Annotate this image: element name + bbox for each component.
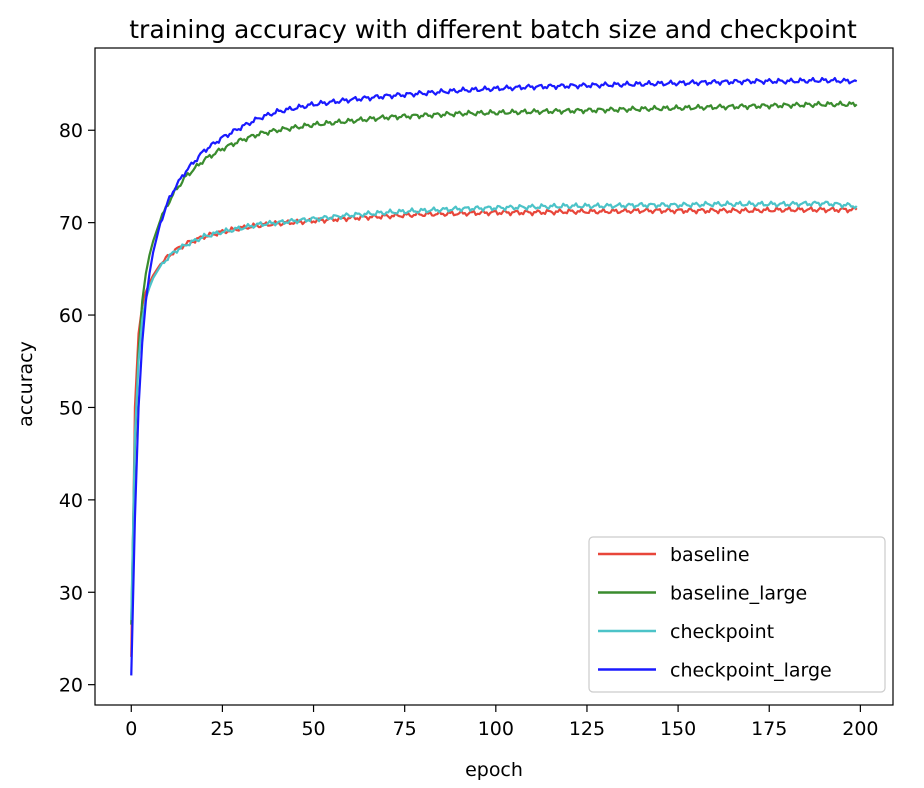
x-tick-label: 125 [569,718,605,740]
y-tick-label: 50 [59,397,83,419]
y-tick-label: 30 [59,582,83,604]
y-tick-label: 20 [59,675,83,697]
y-tick-label: 60 [59,305,83,327]
legend-box [588,536,886,693]
legend-label-checkpoint-large: checkpoint_large [670,660,832,682]
legend: baseline baseline_large checkpoint checkpoi… [588,536,886,693]
series-layer [130,76,858,676]
legend-label-baseline: baseline [670,544,750,566]
legend-label-checkpoint: checkpoint [670,621,774,643]
axes-layer: 0 25 50 75 100 125 150 175 200 20 30 40 50 60 70 80 [59,47,894,740]
y-tick-label: 70 [59,213,83,235]
x-tick-label: 0 [125,718,137,740]
x-tick-label: 75 [393,718,417,740]
y-tick-label: 80 [59,120,83,142]
x-axis-label: epoch [465,759,523,781]
x-tick-label: 175 [751,718,787,740]
x-tick-label: 200 [842,718,878,740]
series-line-baseline-large [130,100,858,625]
legend-label-baseline-large: baseline_large [670,583,807,605]
x-tick-label: 100 [478,718,514,740]
x-tick-label: 150 [660,718,696,740]
x-tick-label: 25 [210,718,234,740]
series-line-checkpoint [130,200,858,621]
chart-title: training accuracy with different batch s… [129,15,857,44]
series-line-checkpoint-large [130,76,858,676]
y-axis-label: accuracy [15,341,37,427]
y-tick-label: 40 [59,490,83,512]
plot-frame [94,47,894,706]
x-tick-label: 50 [301,718,325,740]
